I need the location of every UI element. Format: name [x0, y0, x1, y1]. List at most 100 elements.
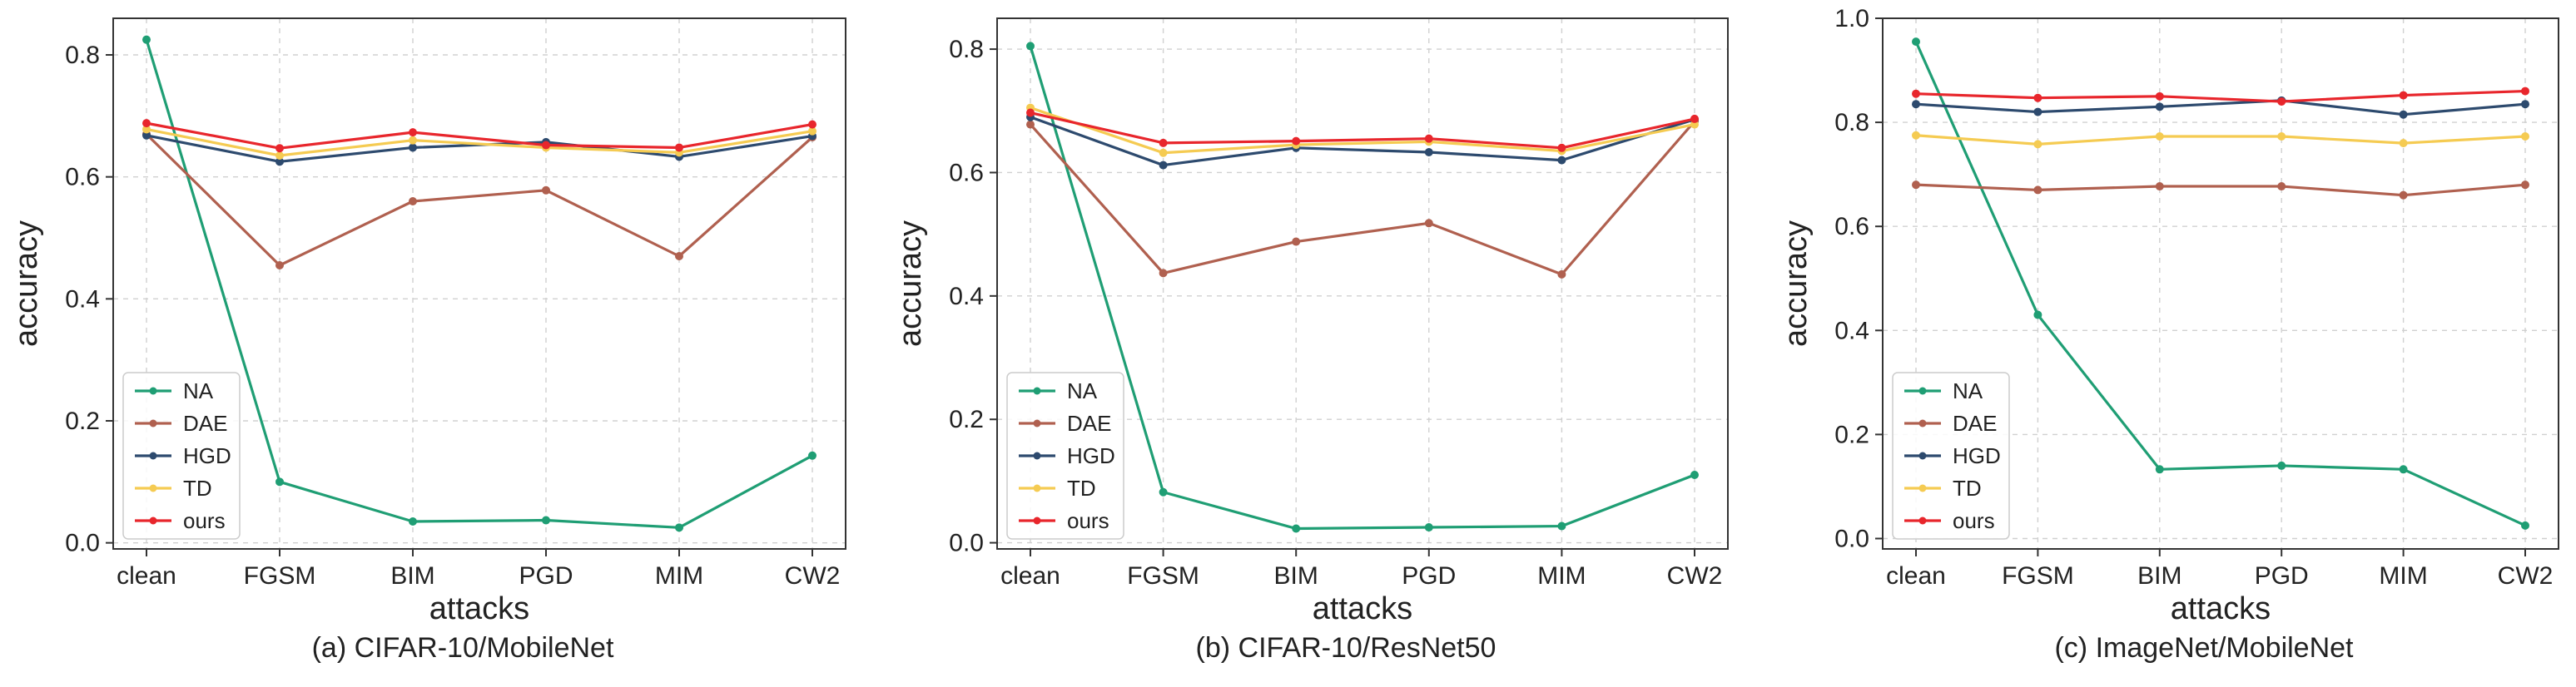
- plot-frame: [112, 17, 846, 550]
- data-point-ours: [1912, 89, 1920, 98]
- data-point-na: [2033, 310, 2042, 319]
- series-line-dae: [1915, 183, 2526, 197]
- data-point-ours: [2277, 97, 2286, 106]
- x-tick-label: MIM: [655, 562, 703, 590]
- series-line-td: [146, 127, 813, 157]
- chart-panel-3: 0.0 0.2 0.4 0.6 0.8 1.0 clean FGSM BIM PGD MIM CW2 a…: [1779, 5, 2559, 664]
- legend-marker-dae: [149, 419, 157, 428]
- x-axis-label: attacks: [429, 591, 529, 626]
- data-point-dae: [2399, 190, 2408, 200]
- data-point-dae: [2277, 182, 2286, 191]
- subfigure-caption: (b) CIFAR-10/ResNet50: [1196, 632, 1496, 664]
- series-line-ours: [1915, 89, 2526, 103]
- y-axis-label: accuracy: [1779, 220, 1814, 347]
- y-tick-label: 0.0: [949, 530, 984, 557]
- y-axis-label: accuracy: [893, 220, 928, 347]
- data-point-dae: [675, 252, 683, 260]
- x-tick-label: clean: [1886, 562, 1946, 590]
- series-line-hgd: [1030, 116, 1695, 167]
- series-line-dae: [145, 133, 814, 267]
- data-point-na: [2521, 521, 2529, 530]
- y-tick-label: 0.6: [1834, 213, 1869, 240]
- data-point-dae: [1424, 219, 1433, 228]
- legend-marker-na: [1033, 387, 1041, 395]
- y-tick-label: 0.6: [949, 159, 984, 186]
- data-point-ours: [142, 119, 151, 128]
- data-point-hgd: [1424, 147, 1433, 156]
- data-point-hgd: [409, 143, 417, 152]
- subfigure-caption: (c) ImageNet/MobileNet: [2054, 632, 2354, 664]
- legend-label: DAE: [1953, 411, 1997, 436]
- data-point-td: [2277, 131, 2286, 141]
- x-tick-label: clean: [1000, 562, 1060, 590]
- y-axis-label: accuracy: [9, 220, 44, 347]
- data-point-na: [1557, 521, 1566, 531]
- x-tick-label: PGD: [1402, 562, 1456, 590]
- data-point-ours: [808, 120, 816, 129]
- x-tick-label: clean: [117, 562, 176, 590]
- data-point-ours: [1690, 114, 1699, 123]
- data-point-na: [1292, 524, 1301, 533]
- legend-label: HGD: [183, 443, 231, 468]
- legend-marker-ours: [1033, 516, 1041, 525]
- x-tick-label: FGSM: [2002, 562, 2074, 590]
- legend-marker-dae: [1918, 419, 1927, 428]
- y-tick-label: 0.4: [65, 285, 100, 313]
- subfigure-caption: (a) CIFAR-10/MobileNet: [312, 632, 614, 664]
- x-tick-label: CW2: [785, 562, 841, 590]
- x-tick-label: CW2: [2498, 562, 2554, 590]
- data-point-na: [1424, 523, 1433, 532]
- data-point-dae: [542, 185, 550, 195]
- legend-marker-na: [1918, 387, 1927, 395]
- legend-marker-td: [1033, 484, 1041, 492]
- data-point-ours: [1557, 143, 1566, 152]
- legend-label: TD: [183, 476, 212, 501]
- legend-marker-ours: [149, 516, 157, 525]
- x-axis-label: attacks: [1313, 591, 1412, 626]
- data-point-td: [1159, 148, 1168, 157]
- data-point-dae: [2521, 180, 2529, 190]
- y-tick-label: 0.0: [1834, 525, 1869, 552]
- data-point-td: [409, 136, 417, 145]
- x-axis-label: attacks: [2171, 591, 2271, 626]
- data-point-hgd: [2399, 110, 2408, 119]
- data-point-na: [808, 451, 816, 460]
- data-point-dae: [1026, 120, 1035, 129]
- data-point-na: [275, 477, 284, 487]
- y-tick-label: 0.2: [65, 408, 100, 435]
- y-tick-label: 0.4: [949, 283, 984, 310]
- data-point-ours: [542, 141, 550, 150]
- plot-frame: [1882, 17, 2559, 550]
- legend-box: [122, 372, 241, 540]
- y-tick-label: 0.8: [65, 42, 100, 69]
- data-point-hgd: [2033, 107, 2042, 116]
- data-point-hgd: [1557, 156, 1566, 165]
- data-point-ours: [275, 144, 284, 153]
- series-line-na: [1029, 45, 1695, 531]
- data-point-td: [1912, 131, 1920, 140]
- y-tick-label: 0.8: [949, 36, 984, 63]
- data-point-na: [1690, 470, 1699, 479]
- data-point-dae: [2033, 185, 2042, 195]
- legend-label: ours: [1067, 508, 1109, 533]
- series-line-na: [1914, 41, 2526, 527]
- x-tick-label: BIM: [1274, 562, 1318, 590]
- data-point-ours: [1026, 108, 1035, 117]
- plot-frame: [996, 17, 1729, 550]
- legend-marker-ours: [1918, 516, 1927, 525]
- data-point-na: [1026, 42, 1035, 51]
- legend-label: ours: [1953, 508, 1995, 533]
- data-point-na: [2399, 465, 2408, 474]
- legend-marker-hgd: [1918, 452, 1927, 460]
- legend-label: NA: [1953, 378, 1983, 403]
- legend-marker-dae: [1033, 419, 1041, 428]
- legend-marker-td: [149, 484, 157, 492]
- y-tick-label: 0.4: [1834, 317, 1869, 344]
- data-point-hgd: [1912, 100, 1920, 109]
- series-line-ours: [1030, 111, 1695, 150]
- series-line-na: [145, 39, 813, 529]
- data-point-dae: [1912, 180, 1920, 190]
- legend-marker-hgd: [1033, 452, 1041, 460]
- data-point-na: [2277, 461, 2286, 470]
- data-point-hgd: [2521, 100, 2529, 109]
